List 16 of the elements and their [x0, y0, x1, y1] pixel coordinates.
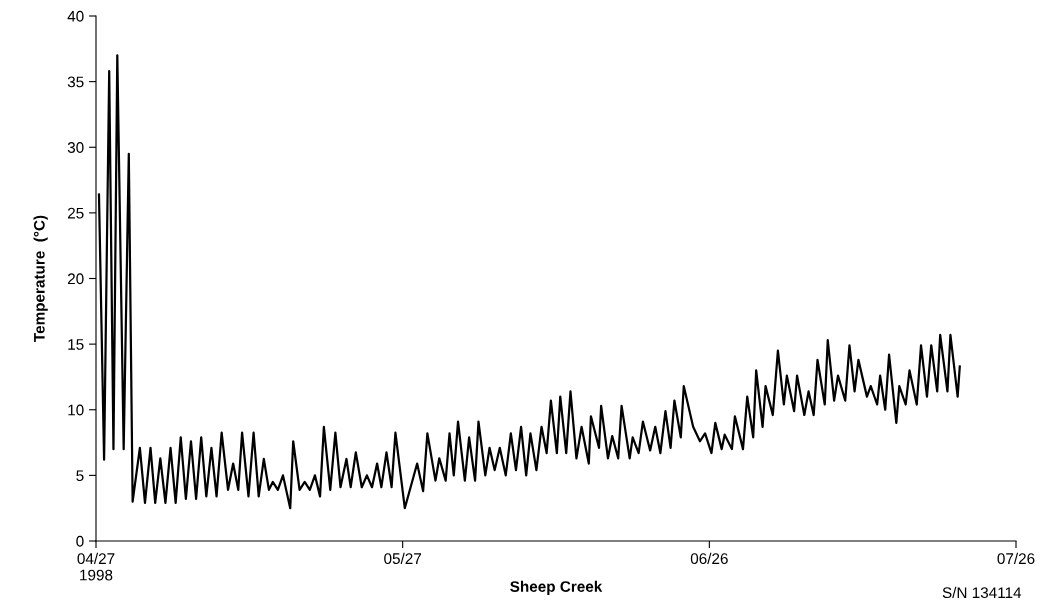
- x-tick-label: 04/27 1998: [77, 552, 115, 581]
- text: S/N 134114: [942, 586, 1022, 599]
- y-tick-label: 5: [76, 470, 84, 482]
- x-axis-title: Sheep Creek: [510, 580, 603, 595]
- y-tick-label: 25: [67, 207, 84, 219]
- y-tick-label: 20: [67, 273, 84, 285]
- y-tick-label: 35: [67, 76, 84, 88]
- y-tick-label: 0: [76, 535, 84, 547]
- y-tick-label: 30: [67, 142, 84, 153]
- y-tick-label: 40: [67, 10, 84, 22]
- x-tick-label: 06/26: [690, 552, 728, 565]
- x-tick-label: 05/27: [384, 552, 422, 565]
- y-tick-label: 15: [68, 339, 84, 350]
- y-axis-title: Temperature (°C): [33, 215, 48, 342]
- y-tick-label: 10: [68, 404, 84, 416]
- x-tick-label: 07/26: [997, 552, 1035, 565]
